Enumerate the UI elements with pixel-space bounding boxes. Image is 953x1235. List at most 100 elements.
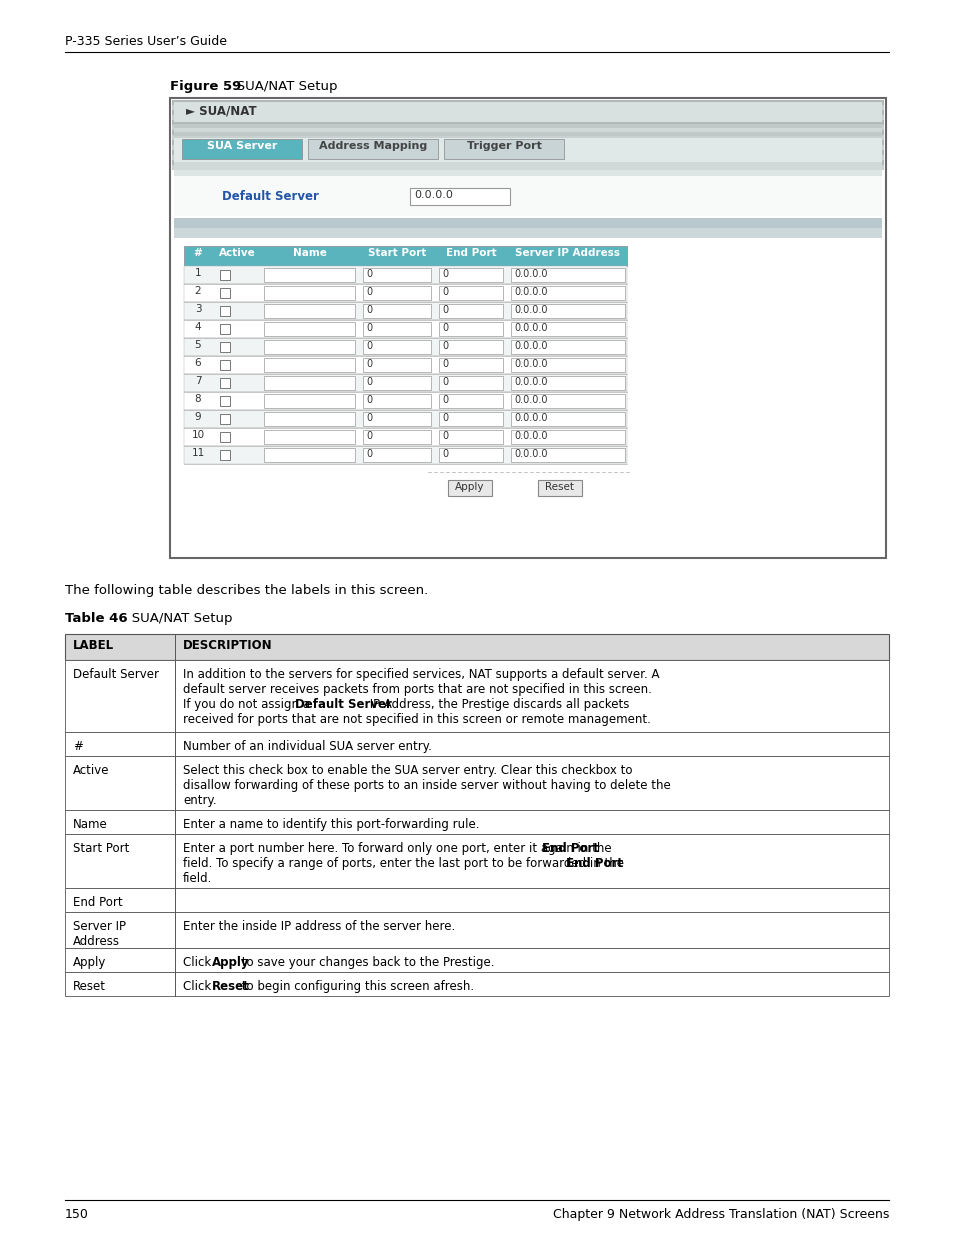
Bar bbox=[363, 394, 431, 408]
Text: Select this check box to enable the SUA server entry. Clear this checkbox to: Select this check box to enable the SUA … bbox=[183, 764, 632, 777]
Bar bbox=[220, 306, 230, 316]
Text: 0: 0 bbox=[441, 377, 448, 387]
Bar bbox=[184, 410, 626, 429]
Bar bbox=[264, 322, 355, 336]
Bar bbox=[220, 378, 230, 388]
Bar bbox=[511, 304, 624, 317]
Bar bbox=[173, 138, 882, 162]
Text: 10: 10 bbox=[192, 430, 204, 440]
Bar bbox=[443, 140, 563, 159]
Bar bbox=[220, 324, 230, 333]
Bar bbox=[184, 284, 626, 303]
Text: #: # bbox=[193, 248, 202, 258]
Bar bbox=[438, 448, 502, 462]
Text: Apply: Apply bbox=[73, 956, 107, 969]
Text: 0.0.0.0: 0.0.0.0 bbox=[514, 341, 547, 351]
Bar bbox=[511, 287, 624, 300]
Text: 0.0.0.0: 0.0.0.0 bbox=[514, 377, 547, 387]
Text: The following table describes the labels in this screen.: The following table describes the labels… bbox=[65, 584, 428, 597]
Text: 0: 0 bbox=[441, 431, 448, 441]
Bar bbox=[172, 105, 883, 110]
Text: 0: 0 bbox=[366, 341, 372, 351]
Bar bbox=[438, 340, 502, 354]
Text: 0: 0 bbox=[441, 450, 448, 459]
Text: Default Server: Default Server bbox=[73, 668, 159, 680]
Text: 0: 0 bbox=[441, 324, 448, 333]
Bar bbox=[172, 165, 883, 170]
Text: Reset: Reset bbox=[545, 482, 574, 492]
Bar bbox=[264, 358, 355, 372]
Bar bbox=[173, 170, 882, 177]
Text: Name: Name bbox=[293, 248, 326, 258]
Text: entry.: entry. bbox=[183, 794, 216, 806]
Bar bbox=[65, 756, 888, 810]
Bar bbox=[65, 732, 888, 756]
Text: 0.0.0.0: 0.0.0.0 bbox=[514, 269, 547, 279]
Bar bbox=[184, 338, 626, 356]
Bar bbox=[184, 374, 626, 391]
Text: SUA/NAT Setup: SUA/NAT Setup bbox=[224, 80, 337, 93]
Bar bbox=[172, 100, 883, 105]
Text: Trigger Port: Trigger Port bbox=[466, 141, 541, 151]
Bar bbox=[184, 429, 626, 446]
Bar bbox=[220, 450, 230, 459]
Bar bbox=[264, 394, 355, 408]
Text: 0: 0 bbox=[441, 287, 448, 296]
Bar bbox=[172, 156, 883, 161]
Text: 0: 0 bbox=[366, 377, 372, 387]
Bar bbox=[438, 268, 502, 282]
Bar bbox=[220, 270, 230, 280]
Bar bbox=[438, 430, 502, 445]
Bar bbox=[173, 124, 882, 128]
Text: default server receives packets from ports that are not specified in this screen: default server receives packets from por… bbox=[183, 683, 651, 697]
Bar bbox=[173, 162, 882, 170]
Bar bbox=[173, 128, 882, 132]
Text: 0.0.0.0: 0.0.0.0 bbox=[514, 395, 547, 405]
Bar bbox=[363, 358, 431, 372]
Bar bbox=[264, 448, 355, 462]
Bar bbox=[511, 448, 624, 462]
Bar bbox=[511, 412, 624, 426]
Text: 11: 11 bbox=[192, 448, 204, 458]
Text: Enter a port number here. To forward only one port, enter it again in the: Enter a port number here. To forward onl… bbox=[183, 842, 615, 855]
Text: Figure 59: Figure 59 bbox=[170, 80, 241, 93]
Text: 0: 0 bbox=[441, 341, 448, 351]
Text: 5: 5 bbox=[194, 340, 201, 350]
Bar bbox=[65, 810, 888, 834]
Text: Enter the inside IP address of the server here.: Enter the inside IP address of the serve… bbox=[183, 920, 455, 932]
Bar bbox=[65, 659, 888, 732]
Bar bbox=[172, 115, 883, 120]
Text: SUA/NAT Setup: SUA/NAT Setup bbox=[119, 613, 233, 625]
Text: Server IP: Server IP bbox=[73, 920, 126, 932]
Text: End Port: End Port bbox=[565, 857, 622, 869]
Bar bbox=[220, 288, 230, 298]
Bar bbox=[220, 432, 230, 442]
Text: 0.0.0.0: 0.0.0.0 bbox=[514, 450, 547, 459]
Text: Address Mapping: Address Mapping bbox=[318, 141, 427, 151]
Bar bbox=[363, 375, 431, 390]
Text: Start Port: Start Port bbox=[73, 842, 130, 855]
Bar bbox=[511, 322, 624, 336]
Text: 0: 0 bbox=[366, 287, 372, 296]
Bar bbox=[264, 430, 355, 445]
Bar bbox=[511, 430, 624, 445]
Bar bbox=[363, 268, 431, 282]
Bar bbox=[410, 188, 510, 205]
Bar bbox=[65, 834, 888, 888]
Text: 0: 0 bbox=[441, 395, 448, 405]
Bar bbox=[511, 340, 624, 354]
Bar bbox=[511, 375, 624, 390]
Bar bbox=[184, 320, 626, 338]
Text: End Port: End Port bbox=[445, 248, 496, 258]
Bar bbox=[65, 888, 888, 911]
Bar bbox=[438, 412, 502, 426]
Text: Reset: Reset bbox=[73, 981, 106, 993]
Text: Active: Active bbox=[73, 764, 110, 777]
Text: 0: 0 bbox=[366, 269, 372, 279]
Text: 0.0.0.0: 0.0.0.0 bbox=[514, 431, 547, 441]
Bar bbox=[184, 266, 626, 284]
Text: IP Address, the Prestige discards all packets: IP Address, the Prestige discards all pa… bbox=[366, 698, 629, 711]
Bar bbox=[172, 135, 883, 140]
Text: If you do not assign a: If you do not assign a bbox=[183, 698, 314, 711]
Bar bbox=[264, 304, 355, 317]
